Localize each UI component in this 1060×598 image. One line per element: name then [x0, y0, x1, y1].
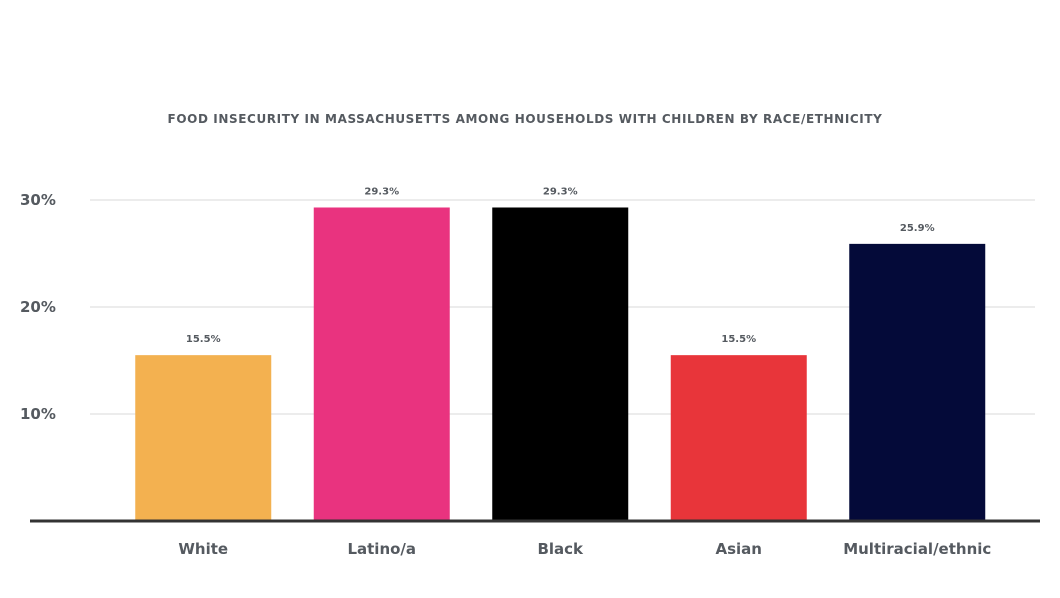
- bar: [492, 207, 629, 522]
- x-tick-label: Asian: [716, 540, 762, 558]
- chart-title: FOOD INSECURITY IN MASSACHUSETTS AMONG H…: [168, 112, 883, 126]
- x-tick-label: Black: [537, 540, 584, 558]
- data-label: 15.5%: [721, 334, 756, 345]
- x-tick-label: Multiracial/ethnic: [843, 540, 991, 558]
- y-tick-label: 10%: [20, 405, 56, 423]
- data-label: 29.3%: [364, 186, 399, 197]
- x-axis-ticks: White Latino/a Black Asian Multiracial/ethni…: [178, 540, 991, 558]
- y-axis-ticks: 10% 20% 30%: [20, 191, 56, 423]
- bar: [670, 355, 807, 521]
- bar: [313, 207, 450, 522]
- data-labels: 15.5% 29.3% 29.3% 15.5% 25.9%: [186, 186, 935, 345]
- y-tick-label: 20%: [20, 298, 56, 316]
- data-label: 15.5%: [186, 334, 221, 345]
- data-label: 29.3%: [543, 186, 578, 197]
- x-tick-label: White: [178, 540, 228, 558]
- data-label: 25.9%: [900, 223, 935, 234]
- y-tick-label: 30%: [20, 191, 56, 209]
- bars: [135, 207, 986, 522]
- x-tick-label: Latino/a: [347, 540, 416, 558]
- bar: [135, 355, 272, 521]
- bar: [849, 243, 986, 521]
